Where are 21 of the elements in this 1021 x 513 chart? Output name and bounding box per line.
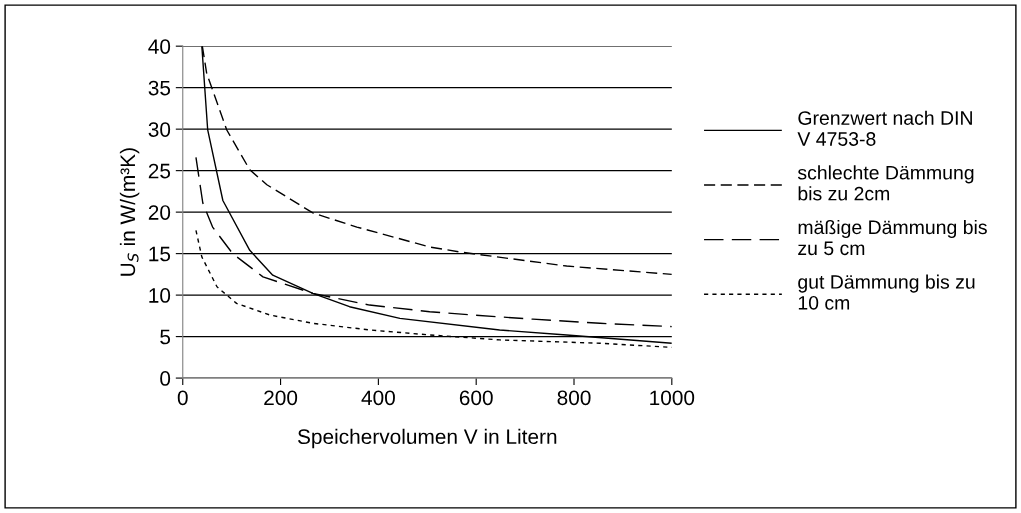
x-tick-label: 400	[361, 390, 395, 406]
y-tick-label: 40	[148, 39, 171, 54]
y-tick-label: 10	[149, 288, 171, 303]
legend-label: schlechte Dämmung bis zu 2cm	[797, 165, 974, 201]
y-tick-label: 25	[148, 163, 171, 179]
y-axis-title: U$_{S}$ in W/(m³K)	[119, 148, 140, 276]
legend-label: Grenzwert nach DIN V 4753-8	[797, 110, 972, 146]
y-tick-label: 5	[160, 329, 171, 345]
y-tick-label: 20	[148, 205, 171, 220]
x-tick-label: 800	[557, 390, 591, 406]
x-tick-label: 200	[264, 390, 298, 406]
x-axis-title: Speichervolumen V in Litern	[297, 428, 557, 449]
y-tick-label: 35	[148, 80, 171, 96]
x-tick-label: 1000	[650, 390, 695, 406]
y-tick-label: 30	[148, 122, 171, 137]
y-tick-label: 0	[160, 371, 171, 386]
x-tick-label: 0	[177, 390, 188, 406]
y-tick-label: 15	[149, 246, 171, 262]
legend-label: gut Dämmung bis zu 10 cm	[798, 274, 975, 310]
legend-label: mäßige Dämmung bis zu 5 cm	[798, 219, 987, 256]
x-tick-label: 600	[459, 390, 493, 406]
